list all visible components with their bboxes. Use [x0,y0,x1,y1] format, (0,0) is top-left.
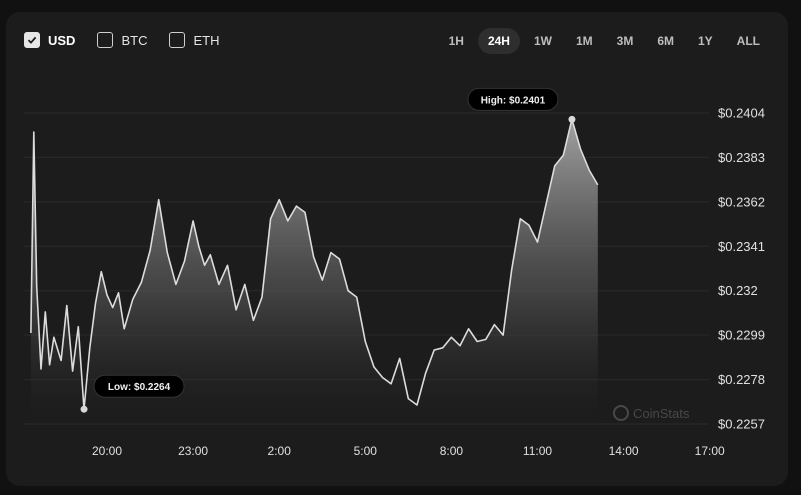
low-marker-bubble [93,374,185,398]
currency-option-eth[interactable]: ETH [169,32,219,48]
time-range-selector: 1H 24H 1W 1M 3M 6M 1Y ALL [439,28,770,54]
x-tick-label: 17:00 [695,444,725,458]
range-3m-button[interactable]: 3M [616,34,634,48]
y-tick-label: $0.2404 [718,106,765,121]
range-1h-button[interactable]: 1H [448,34,464,48]
x-tick-label: 23:00 [178,444,208,458]
currency-toggle-group: USD BTC ETH [24,32,219,48]
range-6m-button[interactable]: 6M [657,34,674,48]
range-1w-button[interactable]: 1W [533,34,552,48]
range-1m-button[interactable]: 1M [575,34,593,48]
price-line [30,118,599,410]
high-marker: High: $0.2401 [467,87,576,123]
low-marker-dot [80,405,88,413]
low-marker: Low: $0.2264 [80,374,185,413]
usd-checkbox[interactable] [24,32,40,48]
coinstats-logo-icon [613,405,629,421]
range-1y-button[interactable]: 1Y [697,34,713,48]
y-tick-label: $0.2257 [718,417,765,432]
price-chart-card: $0.2404 $0.2383 $0.2362 $0.2341 $0.232 $0.229… [6,12,788,486]
coinstats-watermark: CoinStats [613,405,690,421]
x-tick-label: 2:00 [268,444,292,458]
x-tick-label: 5:00 [354,444,378,458]
high-marker-dot [568,115,576,123]
high-marker-bubble [467,87,559,111]
currency-option-usd[interactable]: USD [24,32,75,48]
y-tick-label: $0.2299 [718,328,765,343]
usd-label: USD [48,32,76,48]
eth-checkbox[interactable] [169,32,186,48]
y-tick-label: $0.2341 [718,239,765,254]
high-marker-label: High: $0.2401 [481,95,546,106]
range-24h-button[interactable]: 24H [477,28,520,54]
range-all-button[interactable]: ALL [736,34,760,48]
y-tick-label: $0.2278 [718,372,765,387]
y-tick-label: $0.232 [718,283,758,298]
eth-label: ETH [193,32,220,48]
y-tick-label: $0.2362 [718,194,765,209]
y-tick-label: $0.2383 [718,150,765,165]
x-tick-label: 20:00 [92,444,122,458]
currency-option-btc[interactable]: BTC [97,32,147,48]
x-tick-label: 14:00 [609,444,639,458]
btc-label: BTC [121,32,148,48]
price-area-fill [30,119,598,425]
price-chart: $0.2404 $0.2383 $0.2362 $0.2341 $0.232 $0.229… [24,87,765,458]
low-marker-label: Low: $0.2264 [108,382,171,393]
watermark-text: CoinStats [633,406,690,421]
x-tick-label: 8:00 [440,444,464,458]
x-tick-label: 11:00 [523,444,552,458]
check-icon [27,36,37,44]
btc-checkbox[interactable] [97,32,114,48]
